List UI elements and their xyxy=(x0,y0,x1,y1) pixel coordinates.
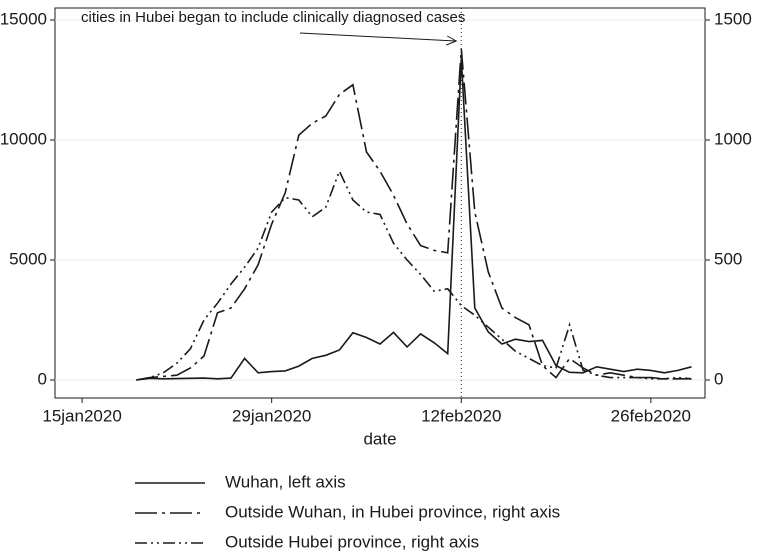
x-tick-label: 26feb2020 xyxy=(611,406,691,425)
y-tick-label: 0 xyxy=(38,369,47,388)
legend-label: Outside Hubei province, right axis xyxy=(225,532,479,551)
annotation-arrow xyxy=(299,32,458,46)
y-tick-label: 5000 xyxy=(9,249,47,268)
y2-tick-label: 0 xyxy=(714,369,723,388)
series-line xyxy=(136,48,692,381)
legend-label: Wuhan, left axis xyxy=(225,472,346,491)
y-tick-label: 15000 xyxy=(0,9,47,28)
y2-tick-label: 1000 xyxy=(714,129,752,148)
y2-tick-label: 1500 xyxy=(714,9,752,28)
series-line xyxy=(136,169,692,381)
x-tick-label: 12feb2020 xyxy=(421,406,501,425)
y2-tick-label: 500 xyxy=(714,249,742,268)
series-line xyxy=(136,58,692,381)
legend-label: Outside Wuhan, in Hubei province, right … xyxy=(225,502,560,521)
y-tick-label: 10000 xyxy=(0,129,47,148)
x-axis-label: date xyxy=(363,429,396,448)
x-tick-label: 15jan2020 xyxy=(42,406,121,425)
plot-frame xyxy=(54,7,706,399)
x-tick-label: 29jan2020 xyxy=(232,406,311,425)
annotation-text: cities in Hubei began to include clinica… xyxy=(81,9,465,26)
